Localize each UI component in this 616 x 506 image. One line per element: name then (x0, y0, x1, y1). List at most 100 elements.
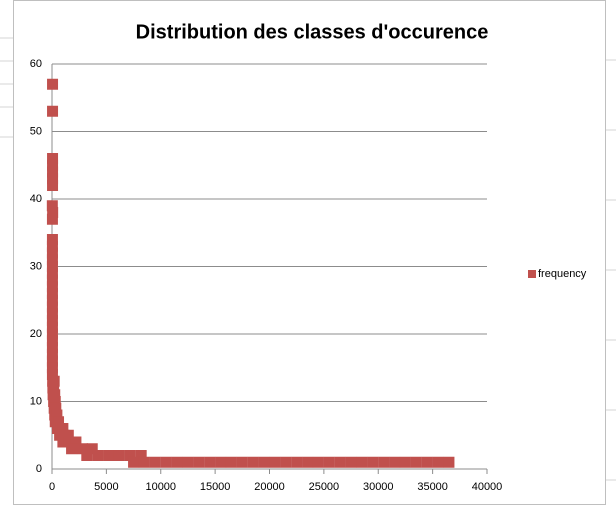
point (46, 288, 58, 299)
point (280, 456, 292, 468)
point (46, 240, 58, 252)
point (66, 443, 78, 455)
point (49, 389, 61, 401)
point (182, 456, 194, 468)
point (432, 456, 444, 468)
x-tick-label: 40000 (472, 481, 503, 493)
spreadsheet-background (0, 37, 616, 481)
point (46, 355, 58, 367)
x-tick-label: 10000 (145, 481, 176, 493)
chart-frame (13, 0, 606, 505)
point (46, 301, 58, 313)
point (135, 450, 147, 461)
point (356, 456, 368, 468)
legend-marker (528, 270, 536, 278)
point (443, 456, 455, 468)
y-tick-label: 0 (36, 463, 42, 475)
point (46, 234, 58, 245)
point (47, 180, 59, 191)
y-tick-label: 20 (30, 328, 42, 340)
point (63, 436, 75, 448)
point (410, 456, 422, 468)
point (46, 213, 58, 225)
x-tick-label: 30000 (363, 481, 394, 493)
point (389, 456, 401, 468)
point (46, 348, 58, 360)
point (46, 267, 58, 279)
point (46, 315, 58, 326)
point (215, 456, 227, 468)
point (46, 335, 58, 347)
point (367, 456, 379, 468)
point (47, 78, 59, 90)
point (92, 450, 104, 461)
point (421, 456, 433, 468)
point (204, 456, 216, 468)
point (47, 159, 59, 171)
point (128, 456, 140, 468)
point (46, 261, 58, 272)
x-tick-label: 0 (49, 481, 55, 493)
point (57, 436, 69, 448)
point (171, 456, 183, 468)
point (46, 328, 58, 340)
point (46, 342, 58, 353)
y-tick-label: 60 (30, 58, 42, 70)
point (302, 456, 314, 468)
point (269, 456, 281, 468)
point (47, 166, 59, 178)
point (312, 456, 324, 468)
x-tick-label: 20000 (254, 481, 285, 493)
point (399, 456, 411, 468)
y-tick-label: 50 (30, 125, 42, 137)
point (103, 450, 115, 461)
point (236, 456, 248, 468)
point (49, 396, 61, 407)
point (48, 375, 60, 387)
point (81, 450, 93, 461)
point (46, 200, 58, 212)
point (86, 443, 98, 455)
point (46, 294, 58, 306)
point (47, 105, 59, 117)
point (247, 456, 259, 468)
point (345, 456, 357, 468)
point (47, 153, 59, 164)
point (47, 207, 59, 218)
point (334, 456, 346, 468)
point (323, 456, 335, 468)
legend-label: frequency (538, 268, 587, 280)
y-tick-label: 40 (30, 193, 42, 205)
y-tick-label: 10 (30, 395, 42, 407)
point (46, 274, 58, 286)
point (225, 456, 237, 468)
x-tick-label: 15000 (200, 481, 231, 493)
point (46, 362, 58, 374)
point (113, 450, 125, 461)
point (50, 402, 62, 414)
point (57, 423, 69, 434)
point (51, 409, 63, 421)
point (149, 456, 161, 468)
x-tick-label: 25000 (309, 481, 340, 493)
point (258, 456, 270, 468)
point (70, 436, 82, 448)
point (62, 429, 74, 441)
point (291, 456, 303, 468)
point (193, 456, 205, 468)
point (76, 443, 88, 455)
point (53, 416, 65, 428)
point (46, 281, 58, 293)
point (46, 254, 58, 266)
point (46, 247, 58, 259)
point (47, 173, 59, 185)
chart-title: Distribution des classes d'occurence (136, 21, 489, 43)
point (378, 456, 390, 468)
point (46, 321, 58, 333)
x-tick-label: 35000 (417, 481, 448, 493)
x-tick-label: 5000 (94, 481, 118, 493)
point (48, 382, 60, 394)
point (138, 456, 150, 468)
point (46, 369, 58, 380)
point (124, 450, 136, 461)
